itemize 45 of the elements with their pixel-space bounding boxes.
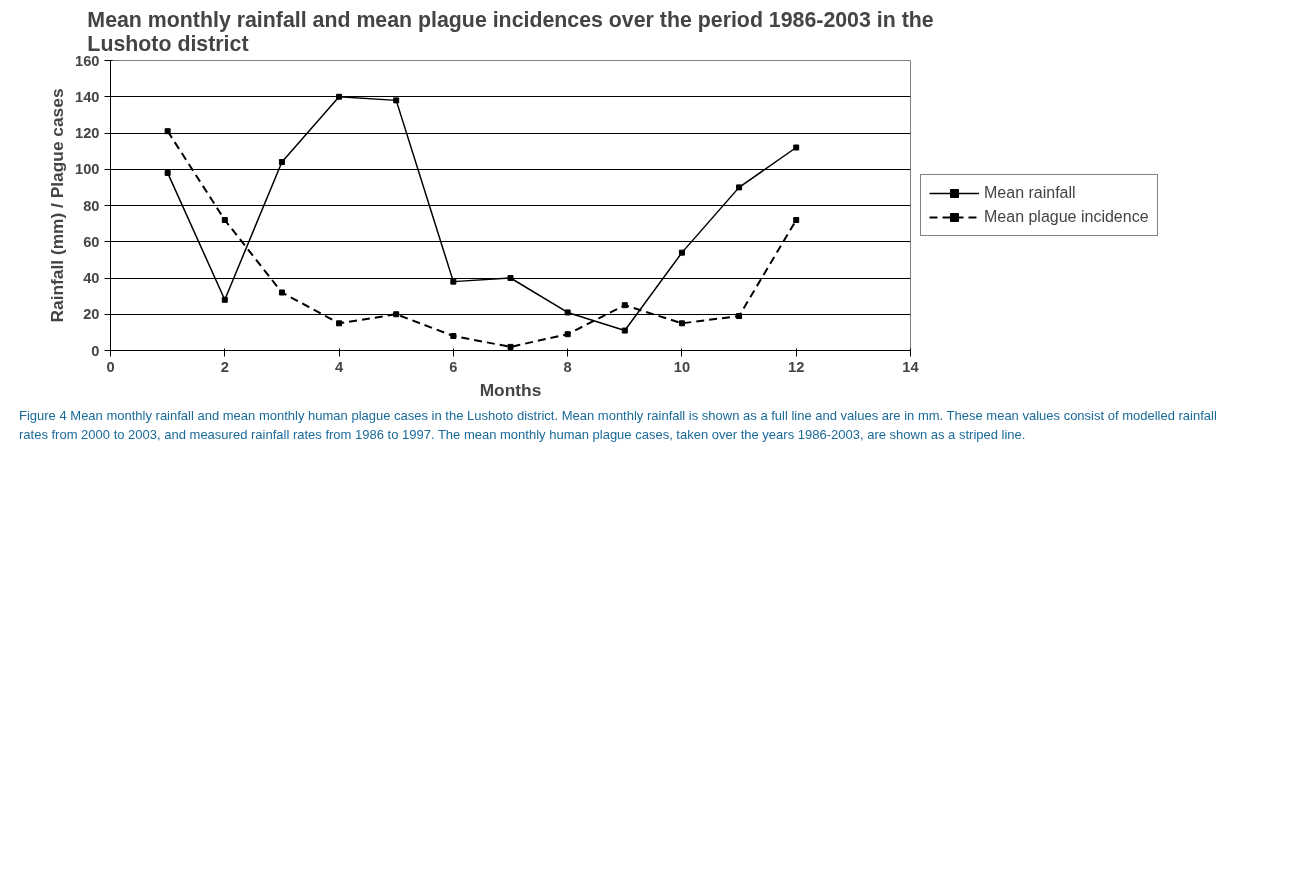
point xyxy=(736,184,743,191)
x-tick-label: 8 xyxy=(563,358,572,375)
point xyxy=(621,302,628,309)
point xyxy=(564,309,571,316)
y-tick-label: 60 xyxy=(83,233,100,250)
y-tick-label: 140 xyxy=(75,88,100,105)
point xyxy=(736,313,743,320)
x-tick-label: 4 xyxy=(335,358,344,375)
x-tick-label: 14 xyxy=(902,358,920,375)
y-tick-label: 100 xyxy=(75,161,100,178)
caption: Figure 4 Mean monthly rainfall and mean monthly human plague cases in the Lushoto district. Mean monthly rainfall is shown as a full line and values are in mm. These mean values consist of modelled rainfall rates from 2000 to 2003, and measured rainfall rates from 1986 to 1997. The mean monthly human plague cases, taken over the years 1986-2003, are shown as a striped line. xyxy=(19,407,1218,444)
point xyxy=(450,333,457,339)
y-tick-label: 20 xyxy=(83,306,100,323)
legend-label: Mean plague incidence xyxy=(984,208,1149,226)
point xyxy=(564,331,571,338)
y-tick-label: 80 xyxy=(83,197,100,214)
x-tick-label: 12 xyxy=(788,358,805,375)
x-tick-label: 6 xyxy=(449,358,458,375)
x-tick-label: 10 xyxy=(673,358,691,375)
x-tick-label: 0 xyxy=(106,358,115,375)
point xyxy=(450,278,457,285)
point xyxy=(793,217,800,223)
point xyxy=(278,289,285,296)
point xyxy=(678,249,685,256)
point xyxy=(393,311,400,318)
y-tick-label: 0 xyxy=(91,342,100,359)
y-axis-title: Rainfall (mm) / Plague cases xyxy=(47,88,68,323)
x-tick-label: 2 xyxy=(220,358,229,375)
x-axis-title: Months xyxy=(479,379,542,400)
y-tick-label: 120 xyxy=(75,125,100,141)
point xyxy=(507,275,514,281)
y-tick-label: 40 xyxy=(83,270,100,286)
point xyxy=(221,217,228,223)
point xyxy=(793,144,800,151)
point xyxy=(507,343,514,350)
point xyxy=(221,296,228,303)
point xyxy=(678,320,685,327)
point xyxy=(164,128,171,135)
point xyxy=(621,327,628,334)
legend-label: Mean rainfall xyxy=(984,184,1076,202)
point xyxy=(164,169,171,176)
point xyxy=(393,97,400,104)
point xyxy=(336,320,343,327)
point xyxy=(336,93,343,100)
point xyxy=(278,159,285,165)
